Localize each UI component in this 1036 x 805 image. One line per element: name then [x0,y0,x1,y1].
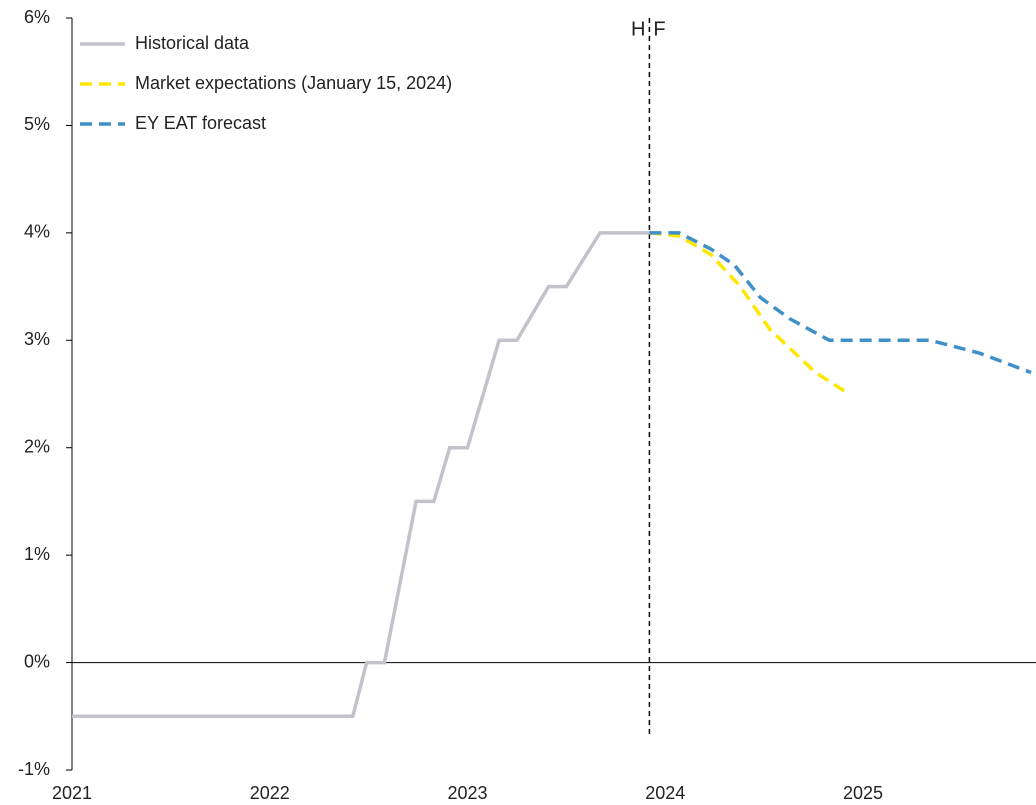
x-tick-label: 2024 [645,783,685,803]
divider-right-label: F [653,18,665,40]
legend-label: Historical data [135,33,250,53]
x-tick-label: 2021 [52,783,92,803]
series-line [649,231,1032,375]
y-tick-label: 5% [24,114,50,134]
y-tick-label: 2% [24,436,50,456]
series-line [649,231,851,396]
x-tick-label: 2025 [843,783,883,803]
x-tick-label: 2022 [250,783,290,803]
divider-left-label: H [631,18,645,40]
y-tick-label: 4% [24,222,50,242]
series-line [72,231,650,719]
legend-label: EY EAT forecast [135,113,266,133]
x-tick-label: 2023 [447,783,487,803]
y-tick-label: 0% [24,651,50,671]
y-tick-label: -1% [18,759,50,779]
y-tick-label: 1% [24,544,50,564]
legend-label: Market expectations (January 15, 2024) [135,73,452,93]
y-tick-label: 6% [24,7,50,27]
y-tick-label: 3% [24,329,50,349]
